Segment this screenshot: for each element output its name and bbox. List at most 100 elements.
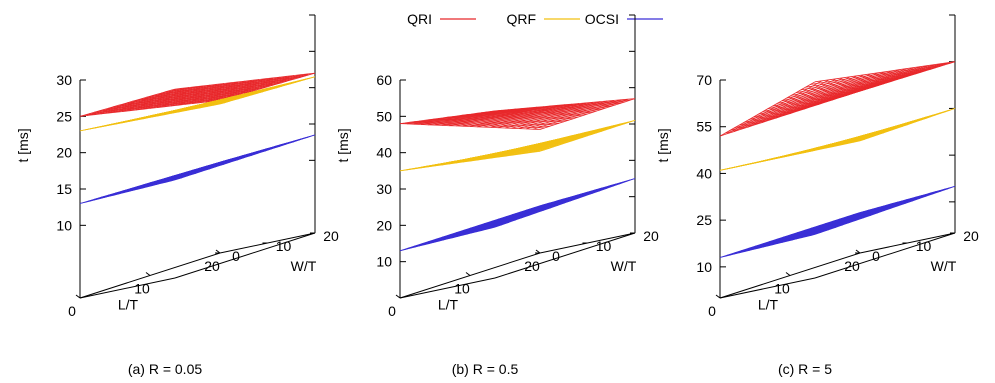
mesh-line-qri — [753, 80, 894, 118]
z-tick-label: 40 — [696, 165, 712, 181]
mesh-line-ocsi — [494, 178, 636, 228]
legend-label-qri: QRI — [407, 11, 432, 27]
surface-ocsi — [399, 178, 636, 252]
x-tick-label: 0 — [388, 303, 396, 319]
surface-qri — [399, 98, 636, 130]
surface-ocsi — [79, 134, 316, 204]
z-tick-label: 20 — [56, 145, 72, 161]
panel-caption: (a) R = 0.05 — [128, 361, 203, 377]
y-tick-label: 10 — [916, 238, 932, 254]
x-axis-label: L/T — [438, 297, 459, 313]
mesh-line-qri — [79, 100, 221, 117]
mesh-line-qri — [117, 89, 259, 106]
mesh-line-qri — [89, 97, 230, 114]
surface-qrf — [399, 120, 636, 172]
z-axis-label: t [ms] — [655, 128, 671, 162]
mesh-line-qri — [113, 90, 254, 108]
y-axis-label: W/T — [291, 258, 317, 274]
y-axis-label: W/T — [931, 258, 957, 274]
panels: 10 15 20 25 30 0 10 20 0 10 20 L/T W/T t [ms] (a) R = … — [15, 14, 979, 377]
panel-2: 10 20 30 40 50 60 0 10 20 0 10 20 L/T W/T t [ms] (b) R … — [335, 14, 659, 377]
mesh-line-qri — [409, 121, 550, 127]
mesh-line-qri — [414, 121, 555, 126]
x-tick — [395, 294, 401, 299]
mesh-line-qri — [805, 64, 946, 88]
floor-back-right — [494, 232, 636, 279]
mesh-line-qri — [170, 74, 311, 91]
y-axis-label: W/T — [611, 258, 637, 274]
mesh-line-qri — [404, 122, 545, 129]
mesh-line-qri — [174, 72, 316, 90]
x-tick-label: 10 — [134, 281, 150, 297]
mesh-line-qri — [475, 104, 617, 114]
mesh-line-qri — [776, 73, 918, 104]
mesh-line-qri — [98, 94, 240, 112]
panel-caption: (b) R = 0.5 — [452, 361, 519, 377]
mesh-line-qrf — [174, 76, 316, 112]
mesh-line-qri — [447, 113, 588, 118]
y-tick-label: 20 — [643, 228, 659, 244]
z-tick-label: 40 — [376, 145, 392, 161]
z-tick-label: 30 — [376, 181, 392, 197]
mesh-line-qri — [84, 98, 225, 116]
axes-frame — [75, 14, 316, 299]
panel-3: 10 25 40 55 70 0 10 20 0 10 20 L/T W/T t [ms] (c) R = … — [655, 14, 979, 377]
z-tick-label: 10 — [376, 254, 392, 270]
mesh-line-qri — [748, 81, 889, 121]
z-tick-label: 10 — [696, 259, 712, 275]
mesh-line-qri — [791, 68, 932, 96]
mesh-line-qri — [762, 77, 903, 112]
axes-frame — [715, 14, 956, 299]
mesh-line-qri — [136, 83, 278, 101]
mesh-line-qrf — [814, 108, 956, 151]
x-tick-label: 20 — [204, 258, 220, 274]
y-tick-label: 0 — [232, 248, 240, 264]
surface-qrf — [719, 108, 956, 171]
y-tick-label: 10 — [276, 238, 292, 254]
surface-qri — [79, 72, 316, 117]
x-tick-label: 0 — [708, 303, 716, 319]
mesh-line-qri — [494, 98, 636, 112]
x-tick — [715, 294, 721, 299]
x-tick — [145, 272, 151, 276]
x-tick-label: 20 — [524, 258, 540, 274]
floor-back-left — [719, 277, 816, 299]
z-axis-label: t [ms] — [335, 128, 351, 162]
mesh-line-qri — [108, 91, 249, 109]
mesh-line-qri — [399, 123, 541, 130]
mesh-line-qri — [418, 120, 560, 124]
mesh-line-qri — [155, 78, 297, 95]
mesh-line-qri — [132, 85, 273, 102]
z-tick-label: 10 — [56, 217, 72, 233]
z-tick-label: 25 — [56, 108, 72, 124]
floor-back-right — [814, 232, 956, 279]
x-tick — [785, 272, 791, 276]
surface-ocsi — [719, 185, 956, 258]
mesh-line-qri — [772, 74, 913, 107]
y-tick-label: 20 — [963, 228, 979, 244]
z-axis-label: t [ms] — [15, 128, 31, 162]
z-tick-label: 25 — [696, 212, 712, 228]
mesh-line-qri — [122, 87, 263, 105]
surface-qri — [719, 61, 956, 137]
floor-back-right — [174, 232, 316, 279]
x-tick-label: 10 — [774, 281, 790, 297]
mesh-line-qri — [94, 95, 235, 113]
panel-1: 10 15 20 25 30 0 10 20 0 10 20 L/T W/T t [ms] (a) R = … — [15, 14, 339, 377]
mesh-line-qri — [456, 110, 598, 117]
mesh-line-qri — [151, 79, 292, 97]
panel-caption: (c) R = 5 — [778, 361, 832, 377]
y-tick-label: 20 — [323, 228, 339, 244]
z-tick-label: 15 — [56, 181, 72, 197]
floor-back-left — [399, 277, 496, 299]
mesh-line-qri — [814, 61, 956, 83]
y-tick-label: 0 — [872, 248, 880, 264]
surface-qrf — [79, 76, 316, 132]
z-tick-label: 70 — [696, 72, 712, 88]
mesh-line-qri — [767, 76, 908, 110]
x-tick-label: 20 — [844, 258, 860, 274]
legend-label-ocsi: OCSI — [585, 11, 619, 27]
floor-back-left — [79, 277, 176, 299]
y-tick-label: 0 — [552, 248, 560, 264]
